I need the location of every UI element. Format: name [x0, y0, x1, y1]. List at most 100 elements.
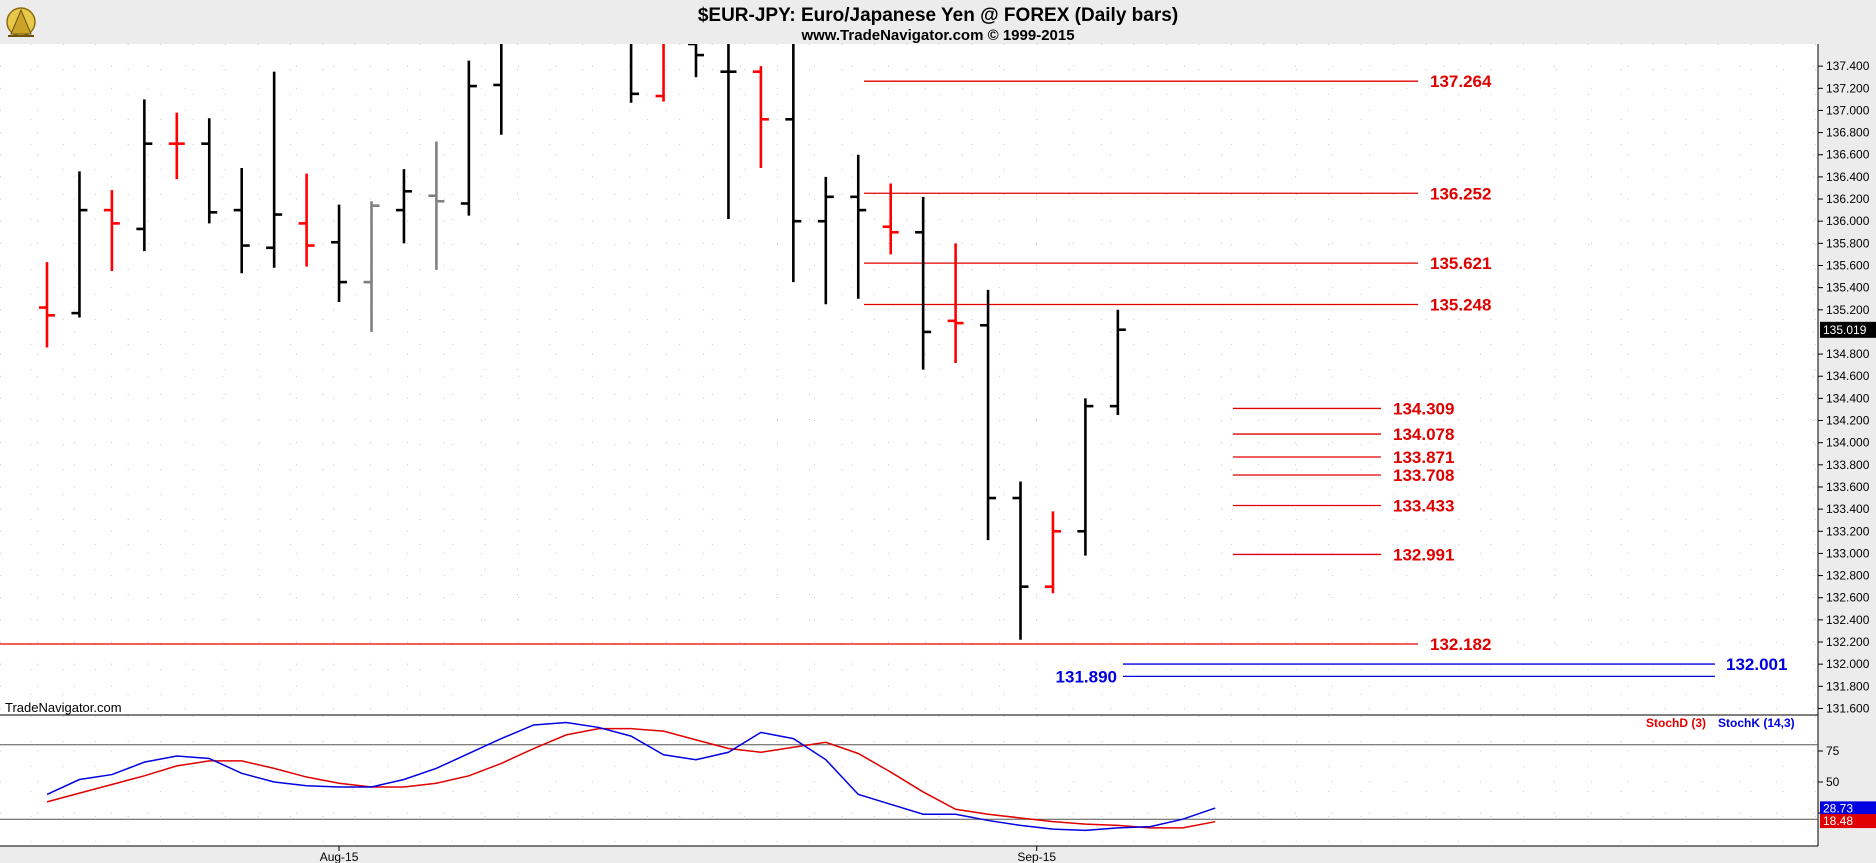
time-axis-label: Aug-15 — [320, 850, 359, 863]
level-label: 133.433 — [1393, 496, 1454, 515]
level-label: 132.991 — [1393, 545, 1454, 564]
price-axis-label: 132.000 — [1826, 657, 1870, 671]
price-axis-label: 135.400 — [1826, 281, 1870, 295]
price-axis-label: 134.400 — [1826, 391, 1870, 405]
stochastic-legend: StochD (3) StochK (14,3) — [1646, 716, 1795, 730]
ohlc-bar — [39, 262, 55, 348]
ohlc-bar — [233, 168, 250, 274]
price-axis-label: 134.200 — [1826, 414, 1870, 428]
price-axis-label: 134.000 — [1826, 436, 1870, 450]
ohlc-bar — [168, 112, 185, 180]
price-axis-label: 136.200 — [1826, 192, 1870, 206]
ohlc-bar — [817, 176, 834, 305]
price-axis-label: 132.400 — [1826, 613, 1870, 627]
level-label: 133.871 — [1393, 448, 1454, 467]
price-axis-label: 136.600 — [1826, 148, 1870, 162]
ohlc-bar — [1077, 398, 1094, 556]
tradenavigator-logo-icon — [6, 7, 36, 37]
ohlc-bar — [136, 99, 153, 252]
stoch-k-value: 28.73 — [1823, 801, 1853, 815]
ohlc-bar — [71, 171, 88, 318]
ohlc-bar — [428, 141, 445, 270]
last-price-box — [1820, 321, 1876, 338]
ohlc-bar — [980, 289, 997, 541]
price-axis-label: 133.400 — [1826, 502, 1870, 516]
price-axis-label: 131.800 — [1826, 679, 1870, 693]
time-axis-label: Sep-15 — [1017, 850, 1056, 863]
price-bars — [39, 44, 1126, 640]
level-label: 133.708 — [1393, 466, 1454, 485]
price-axis-label: 135.200 — [1826, 303, 1870, 317]
level-label: 131.890 — [1056, 667, 1117, 686]
price-axis-label: 131.600 — [1826, 701, 1870, 715]
price-panel: 137.264 136.252 135.621 135.248 134.309 134.0… — [0, 44, 1818, 714]
level-label: 132.182 — [1430, 635, 1491, 654]
ohlc-bar — [1012, 481, 1029, 640]
price-axis-label: 133.200 — [1826, 524, 1870, 538]
ohlc-bar — [752, 66, 769, 169]
price-level-labels: 137.264 136.252 135.621 135.248 134.309 134.0… — [1056, 72, 1788, 686]
ohlc-bar — [785, 44, 802, 283]
price-axis-label: 136.400 — [1826, 170, 1870, 184]
level-label: 132.001 — [1726, 655, 1787, 674]
stoch-series-line — [46, 727, 1216, 829]
bottom-axis — [0, 846, 1876, 863]
ohlc-bar — [720, 44, 737, 219]
ohlc-bar — [266, 71, 283, 268]
level-label: 134.078 — [1393, 425, 1454, 444]
stochastic-grid — [0, 716, 1818, 846]
ohlc-bar — [331, 204, 348, 303]
price-axis-label: 133.000 — [1826, 546, 1870, 560]
price-axis-label: 132.200 — [1826, 635, 1870, 649]
legend-entry: StochK (14,3) — [1718, 716, 1795, 730]
ohlc-bar — [363, 201, 380, 332]
price-axis-label: 137.000 — [1826, 103, 1870, 117]
ohlc-bar — [493, 44, 503, 135]
stochastic-lines — [46, 721, 1216, 832]
stoch-series-line — [46, 721, 1216, 832]
ohlc-bar — [688, 44, 704, 78]
price-axis-label: 136.000 — [1826, 214, 1870, 228]
price-axis-label: 133.800 — [1826, 458, 1870, 472]
price-axis-label: 135.600 — [1826, 258, 1870, 272]
ohlc-bar — [1044, 511, 1061, 594]
time-axis: Aug-15 Sep-15 — [320, 846, 1056, 863]
stoch-axis-label: 50 — [1826, 775, 1840, 789]
ohlc-bar — [1109, 309, 1126, 415]
ohlc-bar — [201, 118, 218, 224]
level-label: 137.264 — [1430, 72, 1492, 91]
right-axis — [1818, 44, 1876, 863]
ohlc-bar — [915, 196, 932, 370]
ohlc-bar — [655, 44, 665, 102]
level-label: 135.621 — [1430, 254, 1491, 273]
last-price-label: 135.019 — [1823, 323, 1867, 337]
stoch-k-value-box — [1820, 801, 1876, 816]
price-axis-label: 132.600 — [1826, 591, 1870, 605]
price-axis-label: 135.800 — [1826, 236, 1870, 250]
level-label: 136.252 — [1430, 184, 1491, 203]
header-band — [0, 0, 1876, 44]
stoch-d-value: 18.48 — [1823, 814, 1853, 828]
ohlc-bar — [298, 173, 315, 267]
price-plot-area — [0, 44, 1818, 714]
price-axis-label: 136.800 — [1826, 126, 1870, 140]
level-label: 135.248 — [1430, 295, 1491, 314]
level-label: 134.309 — [1393, 399, 1454, 418]
stochastic-panel — [0, 716, 1818, 846]
ohlc-bar — [850, 154, 867, 299]
ohlc-bar — [629, 44, 640, 103]
legend-entry: StochD (3) — [1646, 716, 1706, 730]
price-axis-label: 133.600 — [1826, 480, 1870, 494]
ohlc-bar — [947, 243, 964, 363]
ohlc-bar — [460, 60, 477, 216]
watermark: TradeNavigator.com — [5, 700, 122, 715]
stoch-d-value-box — [1820, 814, 1876, 829]
price-axis-label: 137.400 — [1826, 59, 1870, 73]
chart-title: $EUR-JPY: Euro/Japanese Yen @ FOREX (Dai… — [698, 5, 1178, 26]
ohlc-bar — [103, 190, 120, 272]
ohlc-bar — [882, 183, 899, 255]
price-axis-label: 134.800 — [1826, 347, 1870, 361]
price-axis-label: 137.200 — [1826, 81, 1870, 95]
